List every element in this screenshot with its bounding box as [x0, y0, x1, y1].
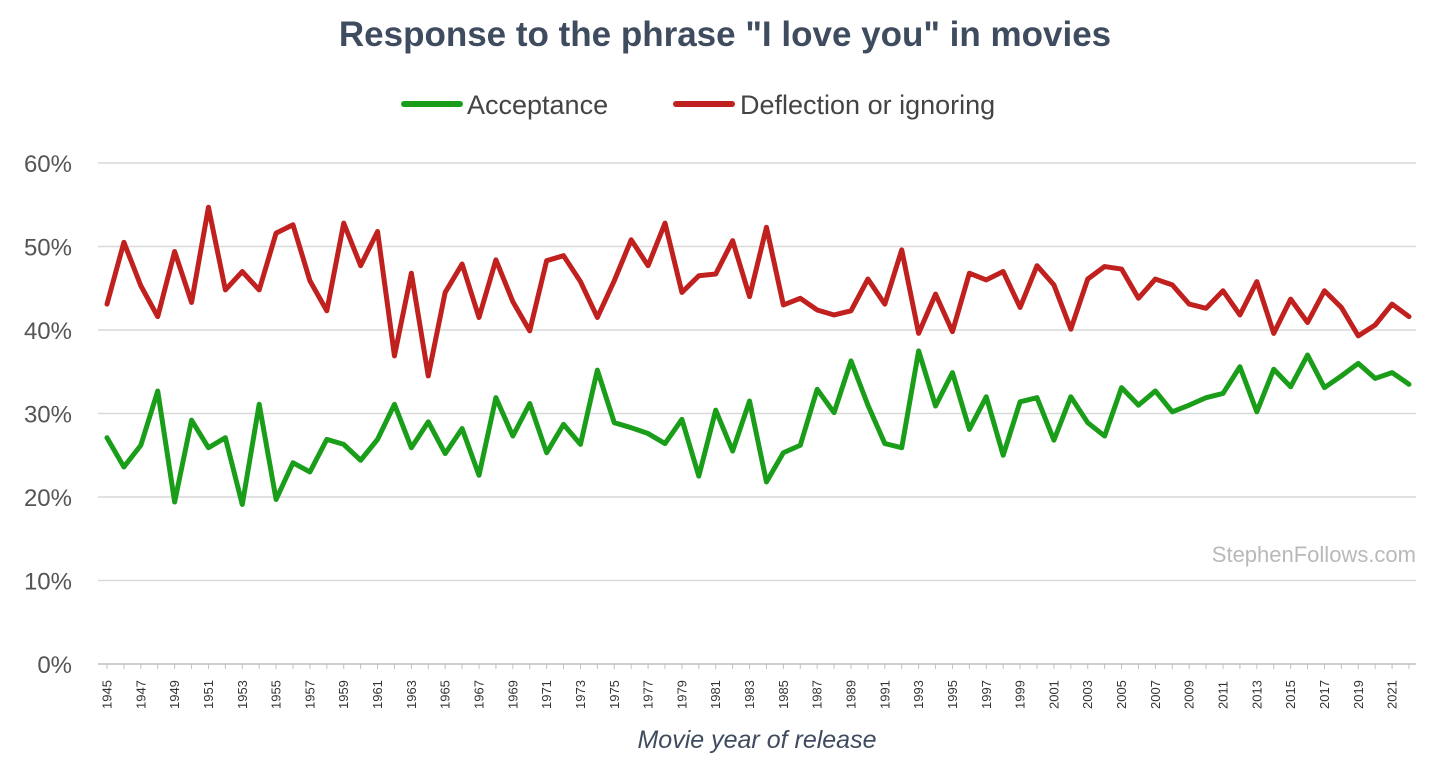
x-tick-label: 2013	[1249, 680, 1264, 709]
x-tick-label: 2011	[1216, 681, 1231, 709]
x-tick-label: 1959	[336, 680, 351, 709]
x-tick-label: 1997	[979, 680, 994, 709]
x-tick-label: 2003	[1080, 680, 1095, 709]
x-tick-label: 2019	[1351, 680, 1366, 709]
x-tick-label: 1981	[708, 680, 723, 709]
x-tick-label: 1967	[472, 680, 487, 709]
x-tick-label: 1971	[539, 680, 554, 709]
x-tick-label: 1991	[877, 680, 892, 709]
x-tick-label: 2021	[1385, 680, 1400, 709]
watermark-text: StephenFollows.com	[1212, 542, 1416, 567]
x-tick-label: 1969	[505, 680, 520, 709]
legend-label-deflection: Deflection or ignoring	[740, 90, 995, 120]
x-tick-label: 1977	[641, 680, 656, 709]
x-tick-label: 2005	[1114, 680, 1129, 709]
y-tick-label: 10%	[24, 569, 72, 596]
y-tick-label: 60%	[24, 151, 72, 178]
x-tick-label: 2017	[1317, 680, 1332, 709]
y-tick-label: 0%	[37, 652, 72, 679]
x-tick-label: 1961	[370, 680, 385, 709]
x-tick-label: 1951	[201, 680, 216, 709]
chart-title: Response to the phrase "I love you" in m…	[339, 15, 1111, 54]
x-tick-label: 1947	[133, 680, 148, 709]
x-tick-label: 1955	[269, 680, 284, 709]
x-tick-label: 1995	[945, 680, 960, 709]
series-line-deflection	[104, 204, 1412, 379]
y-tick-label: 30%	[24, 402, 72, 429]
legend: Acceptance Deflection or ignoring	[401, 90, 995, 120]
x-axis-ticks: 1945 1947 1949 1951 1953 1955 1957 1959 1961 1963…	[100, 664, 1410, 709]
gridlines	[98, 162, 1416, 665]
series-lines	[104, 204, 1412, 508]
x-tick-label: 1987	[810, 680, 825, 709]
x-tick-label: 1993	[911, 680, 926, 709]
x-tick-label: 1989	[844, 680, 859, 709]
x-tick-label: 1953	[235, 680, 250, 709]
y-tick-label: 40%	[24, 318, 72, 345]
x-tick-label: 1945	[100, 680, 115, 709]
x-tick-label: 1965	[438, 680, 453, 709]
y-tick-label: 50%	[24, 235, 72, 262]
x-tick-label: 2007	[1148, 680, 1163, 709]
x-tick-label: 2001	[1046, 680, 1061, 709]
x-tick-label: 2009	[1182, 680, 1197, 709]
x-tick-label: 1949	[167, 680, 182, 709]
x-tick-label: 1973	[573, 680, 588, 709]
x-tick-label: 2015	[1283, 680, 1298, 709]
y-axis-ticks: 0% 10% 20% 30% 40% 50% 60%	[24, 151, 72, 679]
x-tick-label: 1979	[674, 680, 689, 709]
y-tick-label: 20%	[24, 485, 72, 512]
x-tick-label: 1963	[404, 680, 419, 709]
series-line-acceptance	[104, 348, 1412, 508]
x-axis-label: Movie year of release	[637, 726, 876, 754]
x-tick-label: 1983	[742, 680, 757, 709]
x-tick-label: 1999	[1013, 680, 1028, 709]
x-tick-label: 1957	[302, 680, 317, 709]
x-tick-label: 1985	[776, 680, 791, 709]
legend-label-acceptance: Acceptance	[467, 90, 608, 120]
x-tick-label: 1975	[607, 680, 622, 709]
